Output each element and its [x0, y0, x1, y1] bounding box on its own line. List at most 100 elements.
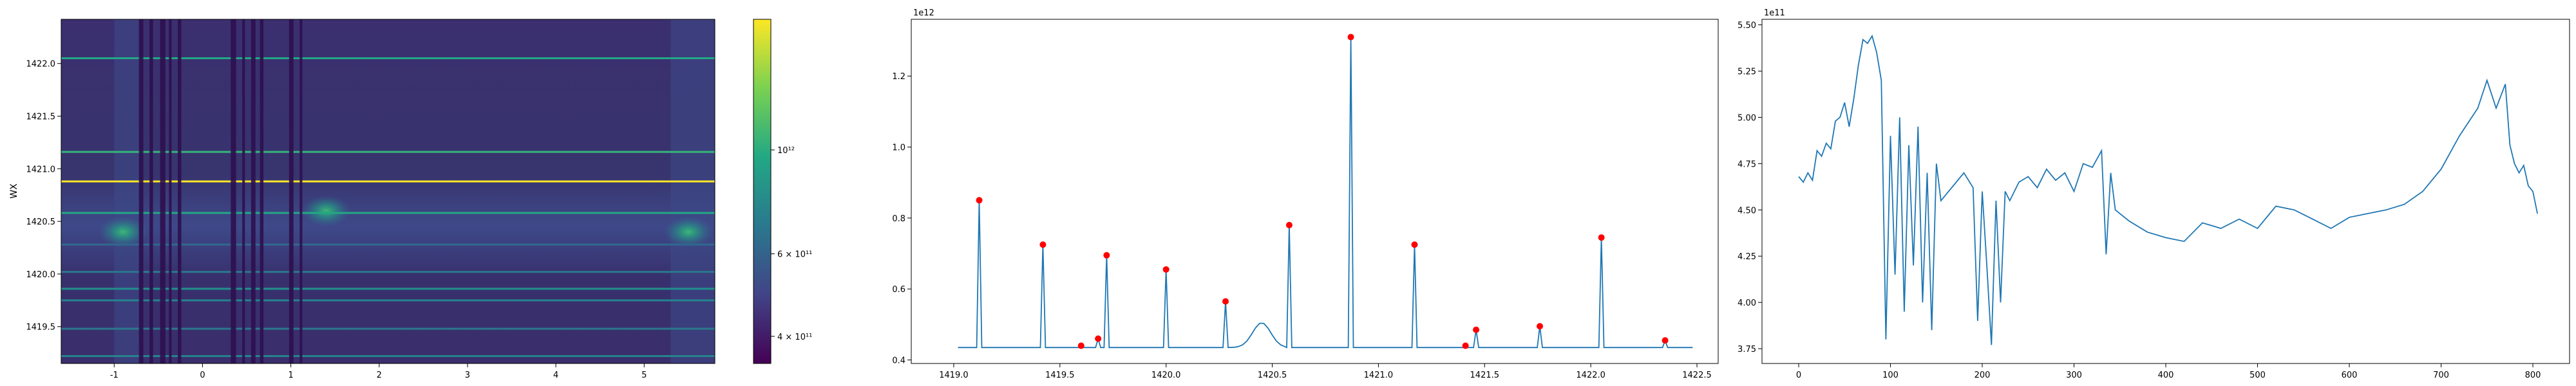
peak-marker — [1598, 234, 1605, 241]
heatmap-frame — [61, 19, 715, 364]
peak-marker — [1347, 33, 1354, 41]
heatmap-y-axis: 1419.5 1420.0 1420.5 1421.0 1421.5 1422.0 — [26, 60, 61, 333]
heatmap-y-label: WX — [9, 183, 19, 199]
series-x-tick-label: 700 — [2433, 371, 2449, 380]
heatmap-hotspot — [663, 216, 713, 248]
colorbar-gradient — [753, 19, 771, 363]
series-x-tick-label: 400 — [2158, 371, 2174, 380]
series-y-tick-label: 4.00 — [1738, 299, 1756, 308]
heatmap-content — [61, 19, 715, 363]
peaks-y-tick-label: 0.4 — [892, 356, 905, 365]
heatmap-y-tick-label: 1420.0 — [26, 270, 56, 280]
series-x-tick-label: 800 — [2525, 371, 2541, 380]
colorbar-tick-label: 10¹² — [777, 146, 795, 156]
heatmap-y-tick-label: 1422.0 — [26, 60, 56, 69]
series-y-tick-label: 4.75 — [1738, 160, 1756, 169]
series-y-tick-label: 5.50 — [1738, 21, 1756, 31]
heatmap-band — [231, 19, 236, 363]
colorbar-ticks: 4 × 10¹¹ 6 × 10¹¹ 10¹² — [771, 146, 812, 342]
heatmap-y-tick-label: 1421.0 — [26, 165, 56, 174]
series-offset-label: 1e11 — [1764, 8, 1785, 18]
series-line — [1798, 34, 2538, 345]
peak-marker — [1537, 323, 1544, 330]
heatmap-x-tick-label: 1 — [288, 371, 293, 380]
heatmap-band — [149, 19, 153, 363]
peaks-x-tick-label: 1422.5 — [1682, 371, 1712, 380]
heatmap-y-tick-label: 1421.5 — [26, 113, 56, 122]
heatmap-panel: -1 0 1 2 3 4 5 1419.51420.01420.51421.01421.51… — [9, 19, 715, 380]
peaks-y-tick-label: 1.2 — [892, 72, 905, 82]
heatmap-band — [299, 19, 303, 363]
peak-marker — [1285, 221, 1293, 228]
colorbar-tick-label: 6 × 10¹¹ — [777, 250, 812, 260]
peak-marker — [1411, 241, 1418, 248]
heatmap-band — [289, 19, 294, 363]
heatmap-band — [138, 19, 144, 363]
series-y-tick-label: 4.50 — [1738, 206, 1756, 216]
heatmap-band — [260, 19, 264, 363]
heatmap-x-tick-label: 5 — [641, 371, 647, 380]
heatmap-x-tick-label: 0 — [200, 371, 205, 380]
series-x-tick-label: 300 — [2066, 371, 2082, 380]
heatmap-background — [61, 19, 715, 363]
colorbar-tick-label: 4 × 10¹¹ — [777, 333, 812, 342]
peak-marker — [976, 197, 983, 204]
peak-marker — [1095, 335, 1102, 342]
heatmap-x-tick-label: 3 — [465, 371, 470, 380]
peaks-y-tick-label: 1.0 — [892, 143, 905, 153]
series-y-axis: 3.75 4.00 4.25 4.50 4.75 5.00 5.25 5.50 — [1738, 21, 1762, 354]
peak-marker — [1662, 337, 1669, 344]
series-y-tick-label: 5.00 — [1738, 113, 1756, 123]
peaks-background — [911, 19, 1718, 363]
peak-marker — [1473, 326, 1480, 333]
peaks-y-tick-label: 0.8 — [892, 214, 905, 224]
heatmap-shade — [670, 19, 715, 363]
heatmap-x-axis: -1 0 1 2 3 4 5 — [110, 363, 647, 380]
series-y-tick-label: 4.25 — [1738, 252, 1756, 262]
peaks-content — [958, 33, 1693, 349]
series-y-tick-label: 3.75 — [1738, 345, 1756, 354]
peaks-x-tick-label: 1421.0 — [1364, 371, 1394, 380]
peak-marker — [1222, 298, 1229, 305]
peaks-x-axis: 1419.0 1419.5 1420.0 1420.5 1421.0 1421.5 1422… — [939, 363, 1712, 380]
peaks-x-tick-label: 1420.0 — [1151, 371, 1181, 380]
series-content — [1798, 34, 2538, 345]
heatmap-band — [178, 19, 182, 363]
peak-marker — [1077, 342, 1084, 349]
heatmap-band — [160, 19, 166, 363]
series-x-tick-label: 200 — [1975, 371, 1991, 380]
peaks-x-tick-label: 1419.0 — [939, 371, 969, 380]
peak-marker — [1162, 266, 1170, 273]
heatmap-hotspot — [99, 216, 148, 248]
heatmap-x-tick-label: 4 — [553, 371, 558, 380]
peaks-frame — [911, 19, 1719, 364]
heatmap-y-tick-label: 1419.5 — [26, 323, 56, 333]
peaks-x-tick-label: 1421.5 — [1470, 371, 1500, 380]
series-background — [1762, 19, 2570, 363]
series-x-tick-label: 600 — [2342, 371, 2358, 380]
peaks-x-tick-label: 1420.5 — [1258, 371, 1287, 380]
colorbar-frame — [753, 19, 772, 364]
peaks-y-axis: 0.4 0.6 0.8 1.0 1.2 — [892, 72, 911, 365]
heatmap-band — [169, 19, 172, 363]
heatmap-x-tick-label: -1 — [110, 371, 118, 380]
series-panel: 0 100 200 300 400 500 600 700 800 3.75 4.00 4.25 4.… — [1738, 8, 2570, 380]
series-x-tick-label: 100 — [1882, 371, 1899, 380]
series-x-tick-label: 0 — [1796, 371, 1801, 380]
peaks-series-line — [958, 37, 1693, 349]
peak-marker — [1462, 342, 1469, 349]
peaks-x-tick-label: 1419.5 — [1045, 371, 1075, 380]
series-x-tick-label: 500 — [2249, 371, 2266, 380]
peaks-panel: 1419.0 1419.5 1420.0 1420.5 1421.0 1421.5 1422… — [892, 8, 1719, 380]
colorbar: 4 × 10¹¹ 6 × 10¹¹ 10¹² — [753, 19, 812, 364]
heatmap-x-tick-label: 2 — [377, 371, 382, 380]
peak-marker — [1039, 241, 1046, 248]
peaks-x-tick-label: 1422.0 — [1576, 371, 1605, 380]
heatmap-hotspot — [301, 195, 351, 226]
heatmap-band — [242, 19, 245, 363]
peak-marker — [1103, 252, 1110, 259]
peaks-offset-label: 1e12 — [913, 8, 934, 18]
peaks-y-tick-label: 0.6 — [892, 285, 905, 295]
series-y-tick-label: 5.25 — [1738, 68, 1756, 77]
